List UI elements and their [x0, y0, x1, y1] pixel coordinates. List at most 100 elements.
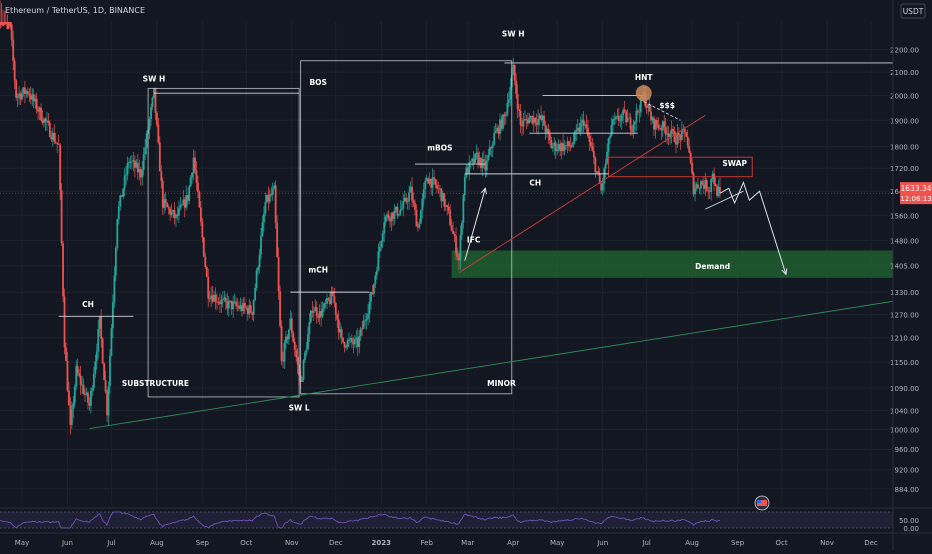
candle-body	[472, 158, 475, 164]
candle-body	[308, 321, 311, 335]
date-tick-label: Jul	[106, 539, 116, 547]
candle-body	[320, 310, 323, 317]
candle-body	[318, 310, 321, 319]
candle-body	[503, 114, 506, 116]
candle-body	[258, 254, 261, 268]
candle-body	[21, 93, 23, 100]
candle-body	[241, 305, 243, 312]
candle-body	[312, 311, 315, 313]
candle-body	[386, 214, 389, 217]
red-trendline	[458, 114, 706, 273]
candle-body	[616, 115, 619, 117]
candle-body	[383, 222, 386, 234]
candle-body	[556, 149, 559, 152]
candle-body	[340, 329, 343, 338]
date-tick-label: Jun	[596, 539, 608, 547]
candle-body	[676, 133, 679, 145]
candle-body	[447, 206, 450, 211]
candle-body	[135, 162, 138, 168]
candle-body	[409, 186, 412, 193]
candle-body	[323, 303, 325, 309]
candle-body	[76, 365, 79, 374]
candle-body	[254, 287, 257, 301]
candle-body	[153, 87, 155, 98]
candle-body	[700, 181, 702, 189]
candle-body	[6, 22, 9, 30]
candle-body	[667, 133, 670, 137]
candle-body	[680, 129, 683, 140]
candle-body	[548, 133, 551, 140]
candle-body	[573, 131, 576, 142]
candle-body	[504, 114, 507, 116]
candle-body	[82, 384, 85, 395]
candle-body	[271, 189, 274, 195]
candle-body	[199, 207, 202, 222]
candle-body	[34, 98, 37, 102]
candle-body	[387, 214, 390, 219]
candle-body	[120, 195, 123, 197]
candle-body	[245, 307, 248, 309]
candle-body	[433, 177, 435, 180]
candle-body	[73, 386, 76, 404]
candle-body	[173, 209, 176, 218]
candle-body	[223, 297, 226, 300]
candle-body	[194, 157, 196, 171]
candle-body	[565, 145, 567, 146]
candle-body	[581, 119, 584, 124]
candle-body	[374, 275, 377, 285]
candle-body	[123, 175, 126, 189]
candle-body	[0, 22, 3, 26]
candle-body	[688, 145, 691, 153]
candle-body	[248, 305, 251, 315]
price-tick-label: 2100.00	[890, 69, 919, 77]
candle-body	[40, 107, 42, 121]
candle-body	[88, 402, 91, 406]
candle-body	[112, 302, 114, 329]
candle-body	[449, 210, 452, 226]
annotation-label: Demand	[695, 262, 730, 271]
candle-body	[598, 174, 601, 184]
annotation-label: CH	[82, 300, 94, 309]
candle-body	[163, 199, 166, 208]
currency-button[interactable]: USDT	[900, 3, 926, 19]
candle-body	[38, 107, 41, 112]
candle-body	[107, 385, 110, 416]
candle-body	[543, 115, 545, 126]
candle-body	[197, 182, 199, 192]
candle-body	[456, 253, 459, 258]
candle-body	[535, 122, 538, 125]
candle-body	[460, 222, 463, 235]
candle-body	[647, 104, 650, 108]
candle-body	[2, 22, 4, 27]
candle-body	[205, 266, 208, 277]
candle-body	[195, 170, 198, 183]
candle-body	[716, 186, 718, 196]
candle-body	[518, 109, 520, 111]
candle-body	[355, 337, 358, 339]
candle-body	[185, 195, 188, 208]
candle-body	[648, 104, 651, 112]
candle-body	[717, 187, 720, 196]
candle-body	[572, 141, 575, 145]
candle-body	[220, 299, 223, 305]
date-tick-label: Nov	[285, 539, 299, 547]
candle-body	[103, 363, 106, 381]
date-tick-label: Feb	[421, 539, 434, 547]
candle-body	[679, 134, 682, 140]
candle-body	[697, 184, 699, 188]
price-tick-label: 2000.00	[890, 93, 919, 101]
candle-body	[499, 119, 501, 135]
candle-body	[645, 106, 648, 108]
date-tick-label: 2023	[372, 539, 392, 547]
candle-body	[311, 310, 314, 313]
price-tick-label: 1560.00	[890, 212, 919, 220]
candle-body	[29, 95, 32, 100]
candle-body	[362, 320, 365, 329]
candle-body	[364, 320, 367, 322]
candle-body	[430, 178, 433, 188]
candle-body	[144, 147, 147, 155]
candle-body	[201, 221, 204, 238]
candle-body	[719, 187, 721, 194]
